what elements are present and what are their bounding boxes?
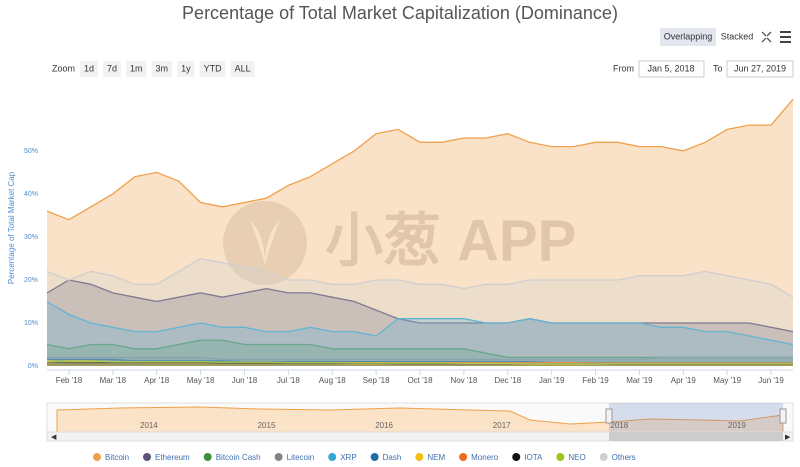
y-tick-label: 10% [24,320,38,327]
zoom-button[interactable] [126,61,147,77]
x-tick-label: Dec '18 [494,376,521,385]
x-tick-label: Feb '18 [56,376,83,385]
navigator-year: 2017 [493,421,511,430]
zoom-button[interactable] [177,61,195,77]
series-line [46,257,794,298]
from-value[interactable]: Jan 5, 2018 [647,63,694,73]
x-tick-label: Sep '18 [363,376,390,385]
legend-label[interactable]: Bitcoin Cash [216,453,261,462]
x-tick-label: Feb '19 [582,376,609,385]
x-tick-label: Jul '18 [277,376,300,385]
legend-marker[interactable] [370,453,379,461]
x-tick-label: Aug '18 [319,376,346,385]
watermark: 小葱 APP [223,201,576,285]
legend-label[interactable]: XRP [340,453,356,462]
zoom-button[interactable] [199,61,226,77]
navigator-handle[interactable] [605,408,613,424]
zoom-button[interactable] [230,61,255,77]
chart-title: Percentage of Total Market Capitalizatio… [182,3,618,23]
scroll-right[interactable]: ▶ [785,434,791,441]
navigator-year: 2016 [375,421,393,430]
zoom-label[interactable]: ALL [235,63,251,73]
navigator-handle[interactable] [779,408,787,424]
navigator-year: 2014 [140,421,158,430]
series-area [47,99,793,367]
legend-label[interactable]: Others [612,453,636,462]
legend-marker[interactable] [143,453,152,461]
x-tick-label: Jan '19 [539,376,565,385]
from-input[interactable] [638,60,705,78]
y-tick-label: 0% [28,363,38,370]
legend-marker[interactable] [512,453,521,461]
x-tick-label: Mar '19 [626,376,653,385]
zoom-label: Zoom [52,63,75,73]
y-axis-title: Percentage of Total Market Cap [7,171,16,284]
navigator-year: 2019 [728,421,746,430]
series-line [46,98,794,221]
legend-marker[interactable] [556,453,565,461]
zoom-label[interactable]: 7d [107,63,117,73]
to-value[interactable]: Jun 27, 2019 [734,63,786,73]
x-tick-label: Jun '19 [758,376,784,385]
series-line [46,300,794,346]
y-tick-label: 50% [24,148,38,155]
legend-marker[interactable] [599,453,608,461]
series-line [46,360,793,365]
navigator-year: 2018 [610,421,628,430]
to-label: To [713,63,723,73]
legend-marker[interactable] [274,453,283,461]
x-tick-label: May '18 [187,376,215,385]
legend-label[interactable]: Monero [471,453,499,462]
watermark-text: 小葱 APP [325,208,576,273]
stacked-label[interactable]: Stacked [721,31,754,41]
x-tick-label: Nov '18 [450,376,477,385]
x-tick-label: Oct '18 [407,376,433,385]
zoom-button[interactable] [151,61,173,77]
zoom-label[interactable]: YTD [204,63,223,73]
legend-label[interactable]: Ethereum [155,453,190,462]
scrollbar[interactable] [46,431,794,442]
zoom-button[interactable] [80,61,99,77]
overlapping-label[interactable]: Overlapping [664,31,713,41]
x-tick-label: Apr '18 [144,376,170,385]
series-area [47,301,793,366]
y-tick-label: 20% [24,277,38,284]
legend-label[interactable]: NEM [427,453,445,462]
series-area [47,258,793,366]
overlapping-button[interactable] [660,28,716,46]
navigator-year: 2015 [258,421,276,430]
legend-marker[interactable] [415,453,424,461]
zoom-label[interactable]: 3m [156,63,169,73]
to-input[interactable] [726,60,794,78]
zoom-button[interactable] [103,61,122,77]
legend-label[interactable]: Litecoin [287,453,315,462]
legend-marker[interactable] [328,453,337,461]
zoom-label[interactable]: 1d [84,63,94,73]
series-line [46,279,794,333]
menu-icon[interactable] [780,31,791,43]
zoom-label[interactable]: 1m [130,63,143,73]
y-tick-label: 40% [24,191,38,198]
legend-label[interactable]: Dash [383,453,402,462]
x-tick-label: Apr '19 [671,376,697,385]
legend-marker[interactable] [203,453,212,461]
legend-marker[interactable] [93,453,101,461]
navigator-selection[interactable] [609,403,783,433]
scrollbar-thumb[interactable] [609,432,783,441]
fullscreen-icon[interactable] [761,31,772,43]
y-tick-label: 30% [24,234,38,241]
legend-label[interactable]: NEO [568,453,585,462]
x-tick-label: May '19 [713,376,741,385]
x-tick-label: Jun '18 [232,376,258,385]
legend-label[interactable]: IOTA [524,453,543,462]
legend-marker[interactable] [459,453,468,461]
legend-label[interactable]: Bitcoin [105,453,129,462]
zoom-label[interactable]: 1y [181,63,191,73]
scroll-left[interactable]: ◀ [51,434,57,441]
x-tick-label: Mar '18 [100,376,127,385]
series-line [47,356,793,361]
from-label: From [613,63,634,73]
